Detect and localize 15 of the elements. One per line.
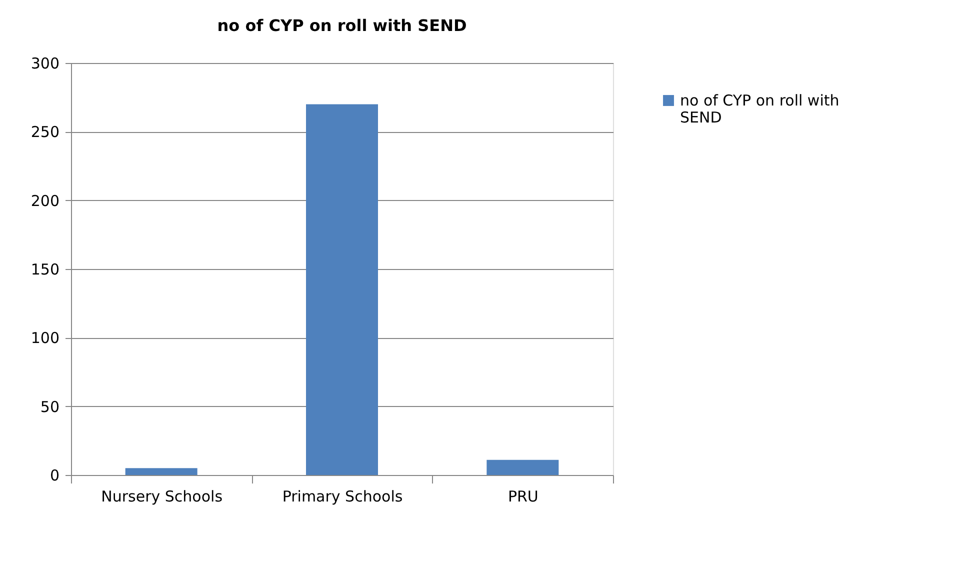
y-tick-label: 150 bbox=[30, 260, 60, 278]
y-tick-label: 300 bbox=[30, 54, 60, 72]
y-tick-label: 50 bbox=[40, 398, 60, 416]
x-tick-label: PRU bbox=[508, 488, 538, 506]
x-tick-label: Nursery Schools bbox=[101, 488, 223, 506]
y-tick-label: 0 bbox=[50, 466, 60, 484]
bar bbox=[486, 460, 559, 475]
y-tick-label: 200 bbox=[30, 192, 60, 210]
bar bbox=[306, 104, 378, 475]
chart-title: no of CYP on roll with SEND bbox=[217, 16, 467, 35]
bar bbox=[125, 468, 198, 475]
y-tick-label: 100 bbox=[30, 329, 60, 348]
legend-label: no of CYP on roll with SEND bbox=[680, 92, 840, 126]
y-tick-label: 250 bbox=[30, 123, 60, 142]
x-tick-label: Primary Schools bbox=[282, 488, 403, 506]
